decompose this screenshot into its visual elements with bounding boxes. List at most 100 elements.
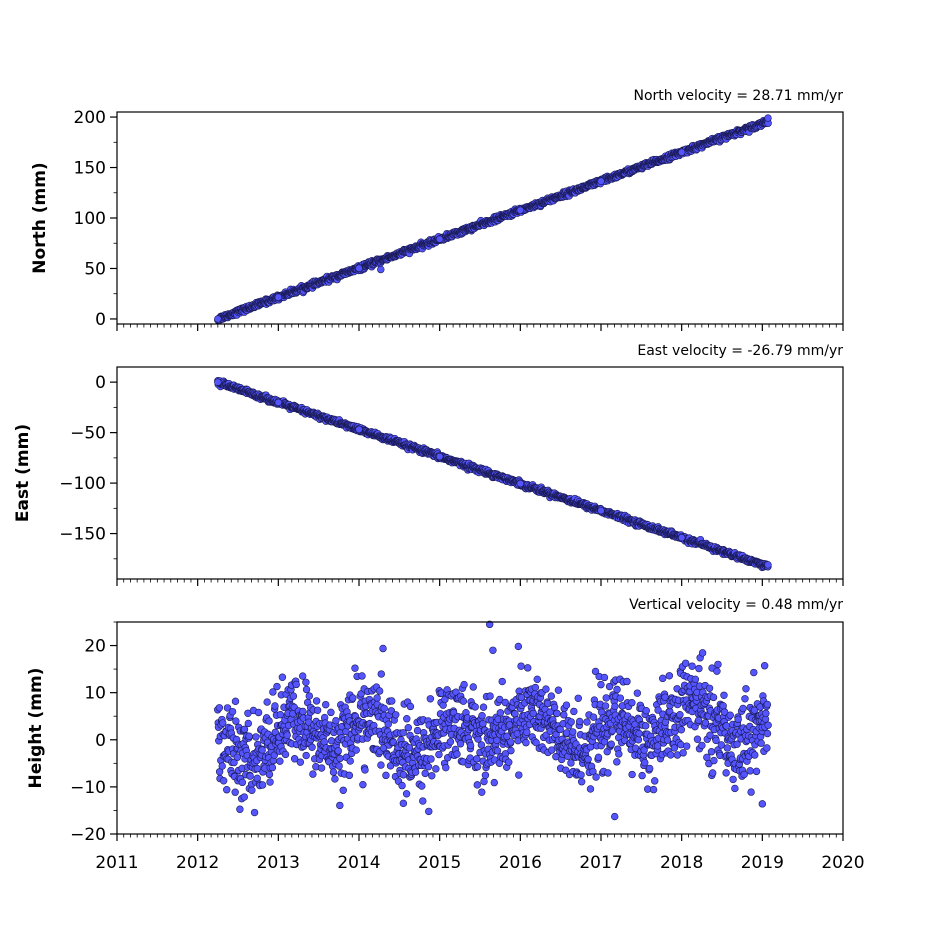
height-data-point	[292, 680, 300, 689]
east-data-point	[597, 506, 605, 515]
north-y-tick-label: 100	[74, 209, 106, 229]
height-data-point	[296, 758, 305, 766]
height-data-point	[575, 717, 584, 726]
height-data-point	[258, 781, 267, 789]
height-data-point	[594, 753, 603, 762]
height-data-point	[359, 780, 367, 789]
height-data-point	[597, 680, 605, 689]
height-data-point	[266, 778, 274, 786]
height-data-point	[334, 747, 342, 755]
north-velocity-label: North velocity = 28.71 mm/yr	[633, 88, 843, 104]
height-data-point	[283, 731, 291, 739]
north-data-point	[764, 114, 772, 122]
height-y-tick-label: −20	[70, 825, 106, 845]
height-data-point	[327, 708, 335, 717]
height-data-point	[586, 785, 595, 793]
east-data-point	[355, 425, 363, 434]
north-data-point	[377, 265, 385, 274]
height-data-point	[299, 672, 307, 680]
height-data-point	[498, 677, 506, 686]
height-data-point	[722, 722, 731, 730]
height-data-point	[398, 781, 406, 790]
height-data-point	[628, 698, 636, 707]
height-data-point	[645, 764, 654, 773]
height-data-point	[479, 719, 487, 728]
height-data-point	[698, 741, 706, 750]
height-data-point	[760, 662, 769, 670]
height-data-point	[478, 788, 486, 796]
height-data-point	[460, 680, 468, 689]
height-data-point	[550, 703, 559, 711]
height-data-point	[574, 694, 582, 702]
height-data-point	[252, 733, 260, 741]
height-data-point	[554, 686, 563, 694]
height-data-point	[406, 702, 415, 711]
height-data-point	[722, 769, 730, 777]
height-y-tick-label: 20	[84, 637, 106, 657]
height-data-point	[384, 720, 392, 728]
height-data-point	[750, 668, 758, 677]
height-data-point	[278, 673, 287, 681]
height-data-point	[757, 739, 765, 747]
east-y-tick-label: −150	[59, 525, 106, 545]
height-data-point	[691, 675, 700, 684]
height-data-point	[263, 698, 271, 706]
north-plot-frame	[116, 111, 844, 325]
height-data-point	[377, 761, 385, 769]
height-data-point	[570, 707, 578, 716]
height-data-point	[466, 741, 475, 750]
east-data-point	[764, 561, 772, 569]
height-data-point	[379, 644, 387, 653]
height-data-point	[399, 799, 408, 808]
height-data-point	[514, 642, 523, 651]
height-data-point	[361, 766, 369, 774]
height-data-point	[312, 697, 321, 705]
height-data-point	[231, 697, 240, 706]
height-data-point	[567, 718, 575, 726]
height-y-tick-label: −10	[70, 778, 106, 798]
height-data-point	[679, 749, 687, 757]
height-data-point	[628, 770, 636, 779]
height-data-point	[404, 724, 412, 732]
x-tick-label: 2015	[418, 853, 461, 873]
north-y-axis-label: North (mm)	[30, 162, 50, 273]
height-data-point	[254, 708, 263, 717]
height-data-point	[228, 707, 237, 716]
height-data-point	[302, 685, 311, 694]
x-tick-label: 2012	[176, 853, 219, 873]
height-data-point	[720, 691, 728, 699]
height-data-point	[577, 778, 586, 786]
east-data-point	[435, 452, 444, 461]
height-data-point	[236, 805, 244, 813]
height-data-point	[258, 746, 266, 754]
height-data-point	[250, 808, 259, 817]
height-data-point	[317, 764, 326, 772]
height-data-point	[471, 703, 479, 711]
height-data-point	[265, 770, 274, 779]
height-data-point	[336, 754, 344, 763]
height-data-point	[676, 711, 684, 719]
height-data-point	[659, 674, 667, 683]
height-data-point	[219, 777, 228, 785]
height-data-point	[473, 755, 481, 763]
height-data-point	[665, 672, 674, 680]
height-data-point	[486, 692, 494, 700]
height-data-point	[505, 758, 513, 766]
east-data-point	[274, 398, 283, 407]
north-data-point	[516, 206, 525, 214]
height-data-point	[635, 729, 643, 738]
height-data-point	[479, 703, 488, 711]
height-data-point	[218, 762, 226, 770]
height-data-point	[302, 751, 310, 760]
height-data-point	[723, 744, 732, 752]
height-data-point	[681, 659, 690, 667]
height-data-point	[752, 767, 761, 776]
height-data-point	[638, 771, 646, 780]
height-data-point	[469, 683, 477, 691]
height-data-point	[613, 758, 621, 766]
height-data-point	[248, 786, 256, 794]
height-data-point	[705, 684, 714, 692]
height-data-point	[547, 692, 556, 700]
x-tick-label: 2019	[741, 853, 784, 873]
